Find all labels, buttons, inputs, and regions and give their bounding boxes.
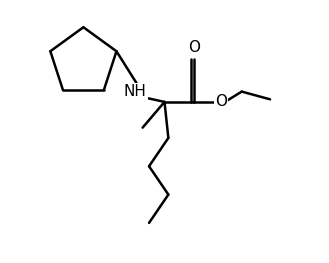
- Text: NH: NH: [123, 84, 146, 99]
- Text: O: O: [188, 39, 200, 54]
- Text: O: O: [215, 94, 227, 109]
